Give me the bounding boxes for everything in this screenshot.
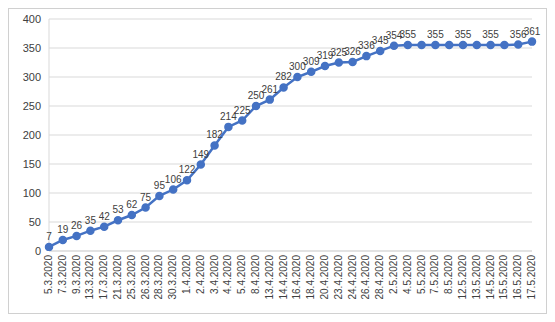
svg-text:355: 355 <box>455 29 472 40</box>
svg-text:16.5.2020: 16.5.2020 <box>512 255 523 300</box>
svg-text:2.4.2020: 2.4.2020 <box>195 255 206 294</box>
svg-text:282: 282 <box>275 71 292 82</box>
svg-text:62: 62 <box>126 199 138 210</box>
svg-text:354: 354 <box>385 29 403 41</box>
svg-text:250: 250 <box>247 90 265 101</box>
svg-text:300: 300 <box>23 71 41 83</box>
svg-text:26.3.2020: 26.3.2020 <box>140 255 151 300</box>
svg-text:225: 225 <box>234 105 251 116</box>
svg-text:50: 50 <box>29 216 41 228</box>
svg-text:42: 42 <box>99 211 111 222</box>
svg-text:100: 100 <box>23 187 41 199</box>
svg-text:400: 400 <box>23 13 41 25</box>
svg-text:326: 326 <box>344 45 361 57</box>
svg-text:16.4.2020: 16.4.2020 <box>292 255 303 300</box>
svg-text:35: 35 <box>85 215 97 226</box>
svg-text:12.5.2020: 12.5.2020 <box>457 255 468 300</box>
svg-text:250: 250 <box>23 100 41 112</box>
svg-text:7.3.2020: 7.3.2020 <box>57 255 68 294</box>
svg-text:25.3.2020: 25.3.2020 <box>126 255 137 300</box>
svg-text:200: 200 <box>23 129 41 141</box>
svg-text:1.4.2020: 1.4.2020 <box>181 255 192 294</box>
svg-text:14.5.2020: 14.5.2020 <box>485 255 496 300</box>
svg-text:355: 355 <box>399 29 416 40</box>
svg-text:13.3.2020: 13.3.2020 <box>85 255 96 300</box>
svg-text:13.5.2020: 13.5.2020 <box>471 255 482 300</box>
svg-text:7.5.2020: 7.5.2020 <box>430 255 441 294</box>
svg-text:26: 26 <box>71 220 83 231</box>
svg-text:20.4.2020: 20.4.2020 <box>319 255 330 300</box>
svg-text:345: 345 <box>371 34 389 46</box>
svg-text:24.4.2020: 24.4.2020 <box>347 255 358 300</box>
svg-text:325: 325 <box>330 46 348 58</box>
svg-text:261: 261 <box>261 84 278 95</box>
svg-text:95: 95 <box>154 180 166 191</box>
svg-text:0: 0 <box>35 245 41 257</box>
svg-text:300: 300 <box>289 61 306 72</box>
svg-text:356: 356 <box>509 28 527 40</box>
svg-text:2.5.2020: 2.5.2020 <box>388 255 399 294</box>
svg-text:355: 355 <box>482 29 499 40</box>
svg-text:8.4.2020: 8.4.2020 <box>250 255 261 294</box>
svg-text:150: 150 <box>23 158 41 170</box>
svg-text:8.5.2020: 8.5.2020 <box>443 255 454 294</box>
svg-text:4.5.2020: 4.5.2020 <box>402 255 413 294</box>
svg-text:23.4.2020: 23.4.2020 <box>333 255 344 300</box>
svg-text:5.4.2020: 5.4.2020 <box>236 255 247 294</box>
svg-text:13.4.2020: 13.4.2020 <box>264 255 275 300</box>
svg-text:4.4.2020: 4.4.2020 <box>223 255 234 294</box>
svg-text:122: 122 <box>179 164 196 175</box>
svg-text:5.5.2020: 5.5.2020 <box>416 255 427 294</box>
svg-text:53: 53 <box>112 204 124 215</box>
svg-text:355: 355 <box>427 29 444 40</box>
svg-text:28.3.2020: 28.3.2020 <box>154 255 165 300</box>
svg-text:17.5.2020: 17.5.2020 <box>526 255 537 300</box>
svg-text:106: 106 <box>164 173 182 185</box>
svg-text:30.3.2020: 30.3.2020 <box>167 255 178 300</box>
svg-text:182: 182 <box>206 129 223 140</box>
svg-text:214: 214 <box>220 110 237 122</box>
svg-text:7: 7 <box>46 231 52 242</box>
svg-text:336: 336 <box>358 40 375 52</box>
svg-text:19: 19 <box>57 224 69 235</box>
svg-text:18.4.2020: 18.4.2020 <box>305 255 316 300</box>
svg-text:5.3.2020: 5.3.2020 <box>43 255 54 294</box>
svg-text:3.4.2020: 3.4.2020 <box>209 255 220 294</box>
svg-text:350: 350 <box>23 42 41 54</box>
svg-text:17.3.2020: 17.3.2020 <box>98 255 109 300</box>
svg-text:26.4.2020: 26.4.2020 <box>361 255 372 300</box>
svg-text:9.3.2020: 9.3.2020 <box>71 255 82 294</box>
svg-text:15.5.2020: 15.5.2020 <box>499 255 510 300</box>
svg-text:149: 149 <box>192 149 209 160</box>
svg-text:361: 361 <box>524 26 541 37</box>
svg-text:319: 319 <box>316 50 334 61</box>
svg-text:21.3.2020: 21.3.2020 <box>112 255 123 300</box>
svg-text:309: 309 <box>302 55 320 67</box>
svg-text:28.4.2020: 28.4.2020 <box>374 255 385 300</box>
svg-text:14.4.2020: 14.4.2020 <box>278 255 289 300</box>
svg-text:75: 75 <box>140 192 152 203</box>
